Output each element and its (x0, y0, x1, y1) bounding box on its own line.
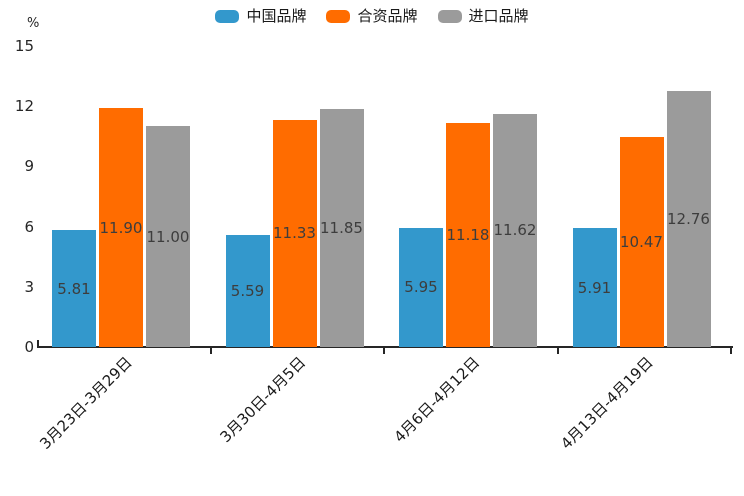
bar-中国品牌-2 (399, 227, 443, 347)
legend-swatch-icon (326, 9, 351, 23)
x-axis-tick (556, 348, 559, 354)
bar-合资品牌-1 (272, 119, 317, 347)
x-tick-label: 3月23日-3月29日 (36, 353, 136, 453)
x-axis-left-tick (37, 340, 39, 346)
bar-合资品牌-2 (446, 122, 490, 347)
bar-value-label: 10.47 (620, 232, 663, 251)
bar-value-label: 5.81 (57, 279, 91, 298)
bar-进口品牌-2 (493, 113, 537, 347)
x-tick-label: 4月6日-4月12日 (390, 353, 483, 447)
x-axis-line (37, 346, 733, 348)
y-tick-label: 9 (24, 157, 34, 176)
legend-swatch-icon (215, 9, 240, 23)
x-tick-label: 4月13日-4月19日 (556, 353, 657, 453)
bar-进口品牌-1 (319, 109, 364, 347)
y-tick-label: 15 (14, 37, 34, 55)
bar-value-label: 12.76 (667, 209, 710, 228)
bar-合资品牌-3 (619, 136, 664, 347)
y-tick-label: 0 (24, 338, 34, 356)
legend-label: 中国品牌 (246, 7, 307, 25)
bar-进口品牌-0 (146, 126, 190, 347)
bar-合资品牌-0 (99, 108, 143, 347)
bar-value-label: 11.33 (273, 224, 316, 243)
bar-value-label: 11.18 (446, 225, 490, 244)
bar-value-label: 11.90 (99, 218, 143, 237)
legend-item-1: 合资品牌 (326, 7, 418, 25)
bar-value-label: 5.95 (404, 278, 438, 297)
bar-进口品牌-3 (666, 90, 711, 347)
legend-item-0: 中国品牌 (215, 8, 306, 24)
x-tick-label: 3月30日-4月5日 (216, 353, 310, 447)
bar-中国品牌-1 (225, 234, 270, 347)
y-axis-unit-label: % (27, 16, 40, 31)
legend-swatch-icon (437, 9, 462, 23)
bar-value-label: 5.59 (230, 281, 265, 300)
bar-value-label: 11.62 (493, 221, 537, 240)
y-tick-label: 3 (24, 277, 34, 296)
x-axis-tick (730, 348, 732, 354)
legend: 中国品牌 合资品牌 进口品牌 (0, 6, 744, 26)
bar-value-label: 11.85 (320, 219, 363, 238)
legend-item-2: 进口品牌 (437, 7, 529, 25)
y-tick-label: 6 (24, 217, 34, 236)
y-tick-label: 12 (14, 97, 34, 116)
bar-value-label: 11.00 (146, 227, 190, 246)
bar-value-label: 5.91 (577, 278, 612, 297)
x-axis-tick (209, 348, 212, 354)
bar-中国品牌-0 (52, 230, 96, 347)
legend-label: 合资品牌 (357, 7, 418, 25)
legend-label: 进口品牌 (468, 7, 529, 25)
x-axis-tick (383, 348, 385, 354)
bar-中国品牌-3 (572, 228, 617, 347)
